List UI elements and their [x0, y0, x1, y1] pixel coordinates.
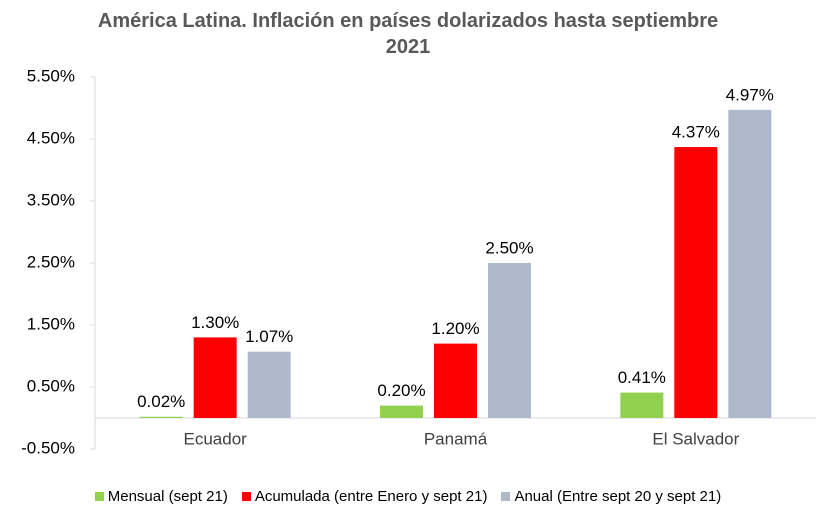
y-tick-label: 5.50% [27, 66, 75, 85]
x-tick-label: El Salvador [652, 429, 739, 448]
legend-item: Anual (Entre sept 20 y sept 21) [501, 488, 721, 505]
y-tick-label: 1.50% [27, 314, 75, 333]
data-label: 0.02% [137, 392, 185, 411]
bar [674, 147, 718, 418]
bar [139, 416, 183, 418]
data-label: 4.37% [672, 123, 720, 142]
y-tick-label: 0.50% [27, 376, 75, 395]
legend: Mensual (sept 21) Acumulada (entre Enero … [0, 488, 816, 505]
y-tick-label: 4.50% [27, 128, 75, 147]
plot: -0.50% 0.50% 1.50% 2.50% 3.50% 4.50% 5.50% Ecua… [21, 66, 816, 457]
legend-label: Mensual (sept 21) [107, 488, 228, 505]
data-label: 1.20% [431, 319, 479, 338]
legend-swatch [94, 492, 104, 501]
bar [728, 109, 772, 419]
data-label: 0.41% [618, 368, 666, 387]
legend-label: Acumulada (entre Enero y sept 21) [254, 488, 488, 505]
bar [247, 351, 291, 418]
chart-title: América Latina. Inflación en países dola… [97, 10, 719, 58]
legend-item: Acumulada (entre Enero y sept 21) [241, 488, 488, 505]
bar [193, 337, 237, 418]
bar [380, 405, 423, 418]
bar [434, 343, 477, 418]
legend-item: Mensual (sept 21) [94, 488, 228, 505]
bar [620, 392, 664, 418]
bar [488, 263, 531, 418]
y-tick-label: 2.50% [27, 252, 75, 271]
x-tick-label: Panamá [424, 429, 488, 448]
data-label: 1.07% [245, 327, 293, 346]
x-tick-label: Ecuador [184, 429, 248, 448]
data-label: 4.97% [726, 85, 774, 104]
data-label: 1.30% [191, 313, 239, 332]
data-label: 0.20% [377, 381, 425, 400]
y-tick-label: 3.50% [27, 190, 75, 209]
data-label: 2.50% [485, 238, 533, 257]
legend-swatch [501, 492, 511, 501]
y-tick-label: -0.50% [21, 438, 75, 457]
legend-swatch [241, 492, 251, 501]
legend-label: Anual (Entre sept 20 y sept 21) [514, 488, 722, 505]
